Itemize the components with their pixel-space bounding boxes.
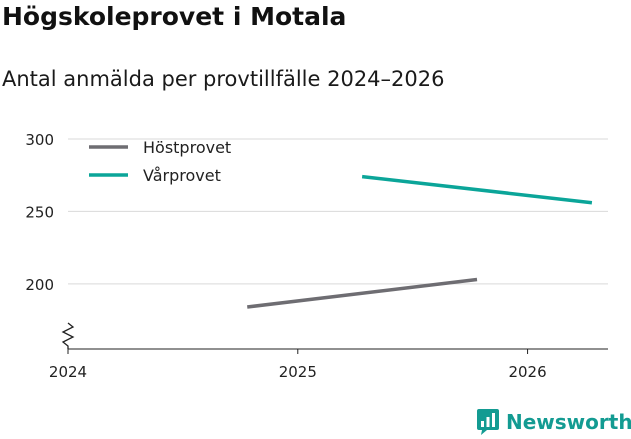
- newsworthy-logo-icon: [477, 409, 499, 435]
- y-tick-label: 300: [25, 131, 54, 149]
- chart-subtitle: Antal anmälda per provtillfälle 2024–202…: [2, 67, 445, 91]
- y-tick-label: 250: [25, 203, 54, 221]
- series-line-höstprovet: [247, 277, 478, 309]
- brand: Newsworthy: [476, 407, 631, 437]
- legend-label: Vårprovet: [143, 166, 221, 185]
- legend-label: Höstprovet: [143, 138, 231, 157]
- x-tick-label: 2025: [279, 363, 317, 381]
- axis-break-icon: [61, 322, 75, 349]
- brand-name: Newsworthy: [506, 410, 631, 434]
- chart-title: Högskoleprovet i Motala: [2, 2, 347, 31]
- y-tick-label: 200: [25, 276, 54, 294]
- x-tick-label: 2024: [49, 363, 87, 381]
- series-line-vårprovet: [361, 174, 593, 205]
- x-tick-label: 2026: [508, 363, 546, 381]
